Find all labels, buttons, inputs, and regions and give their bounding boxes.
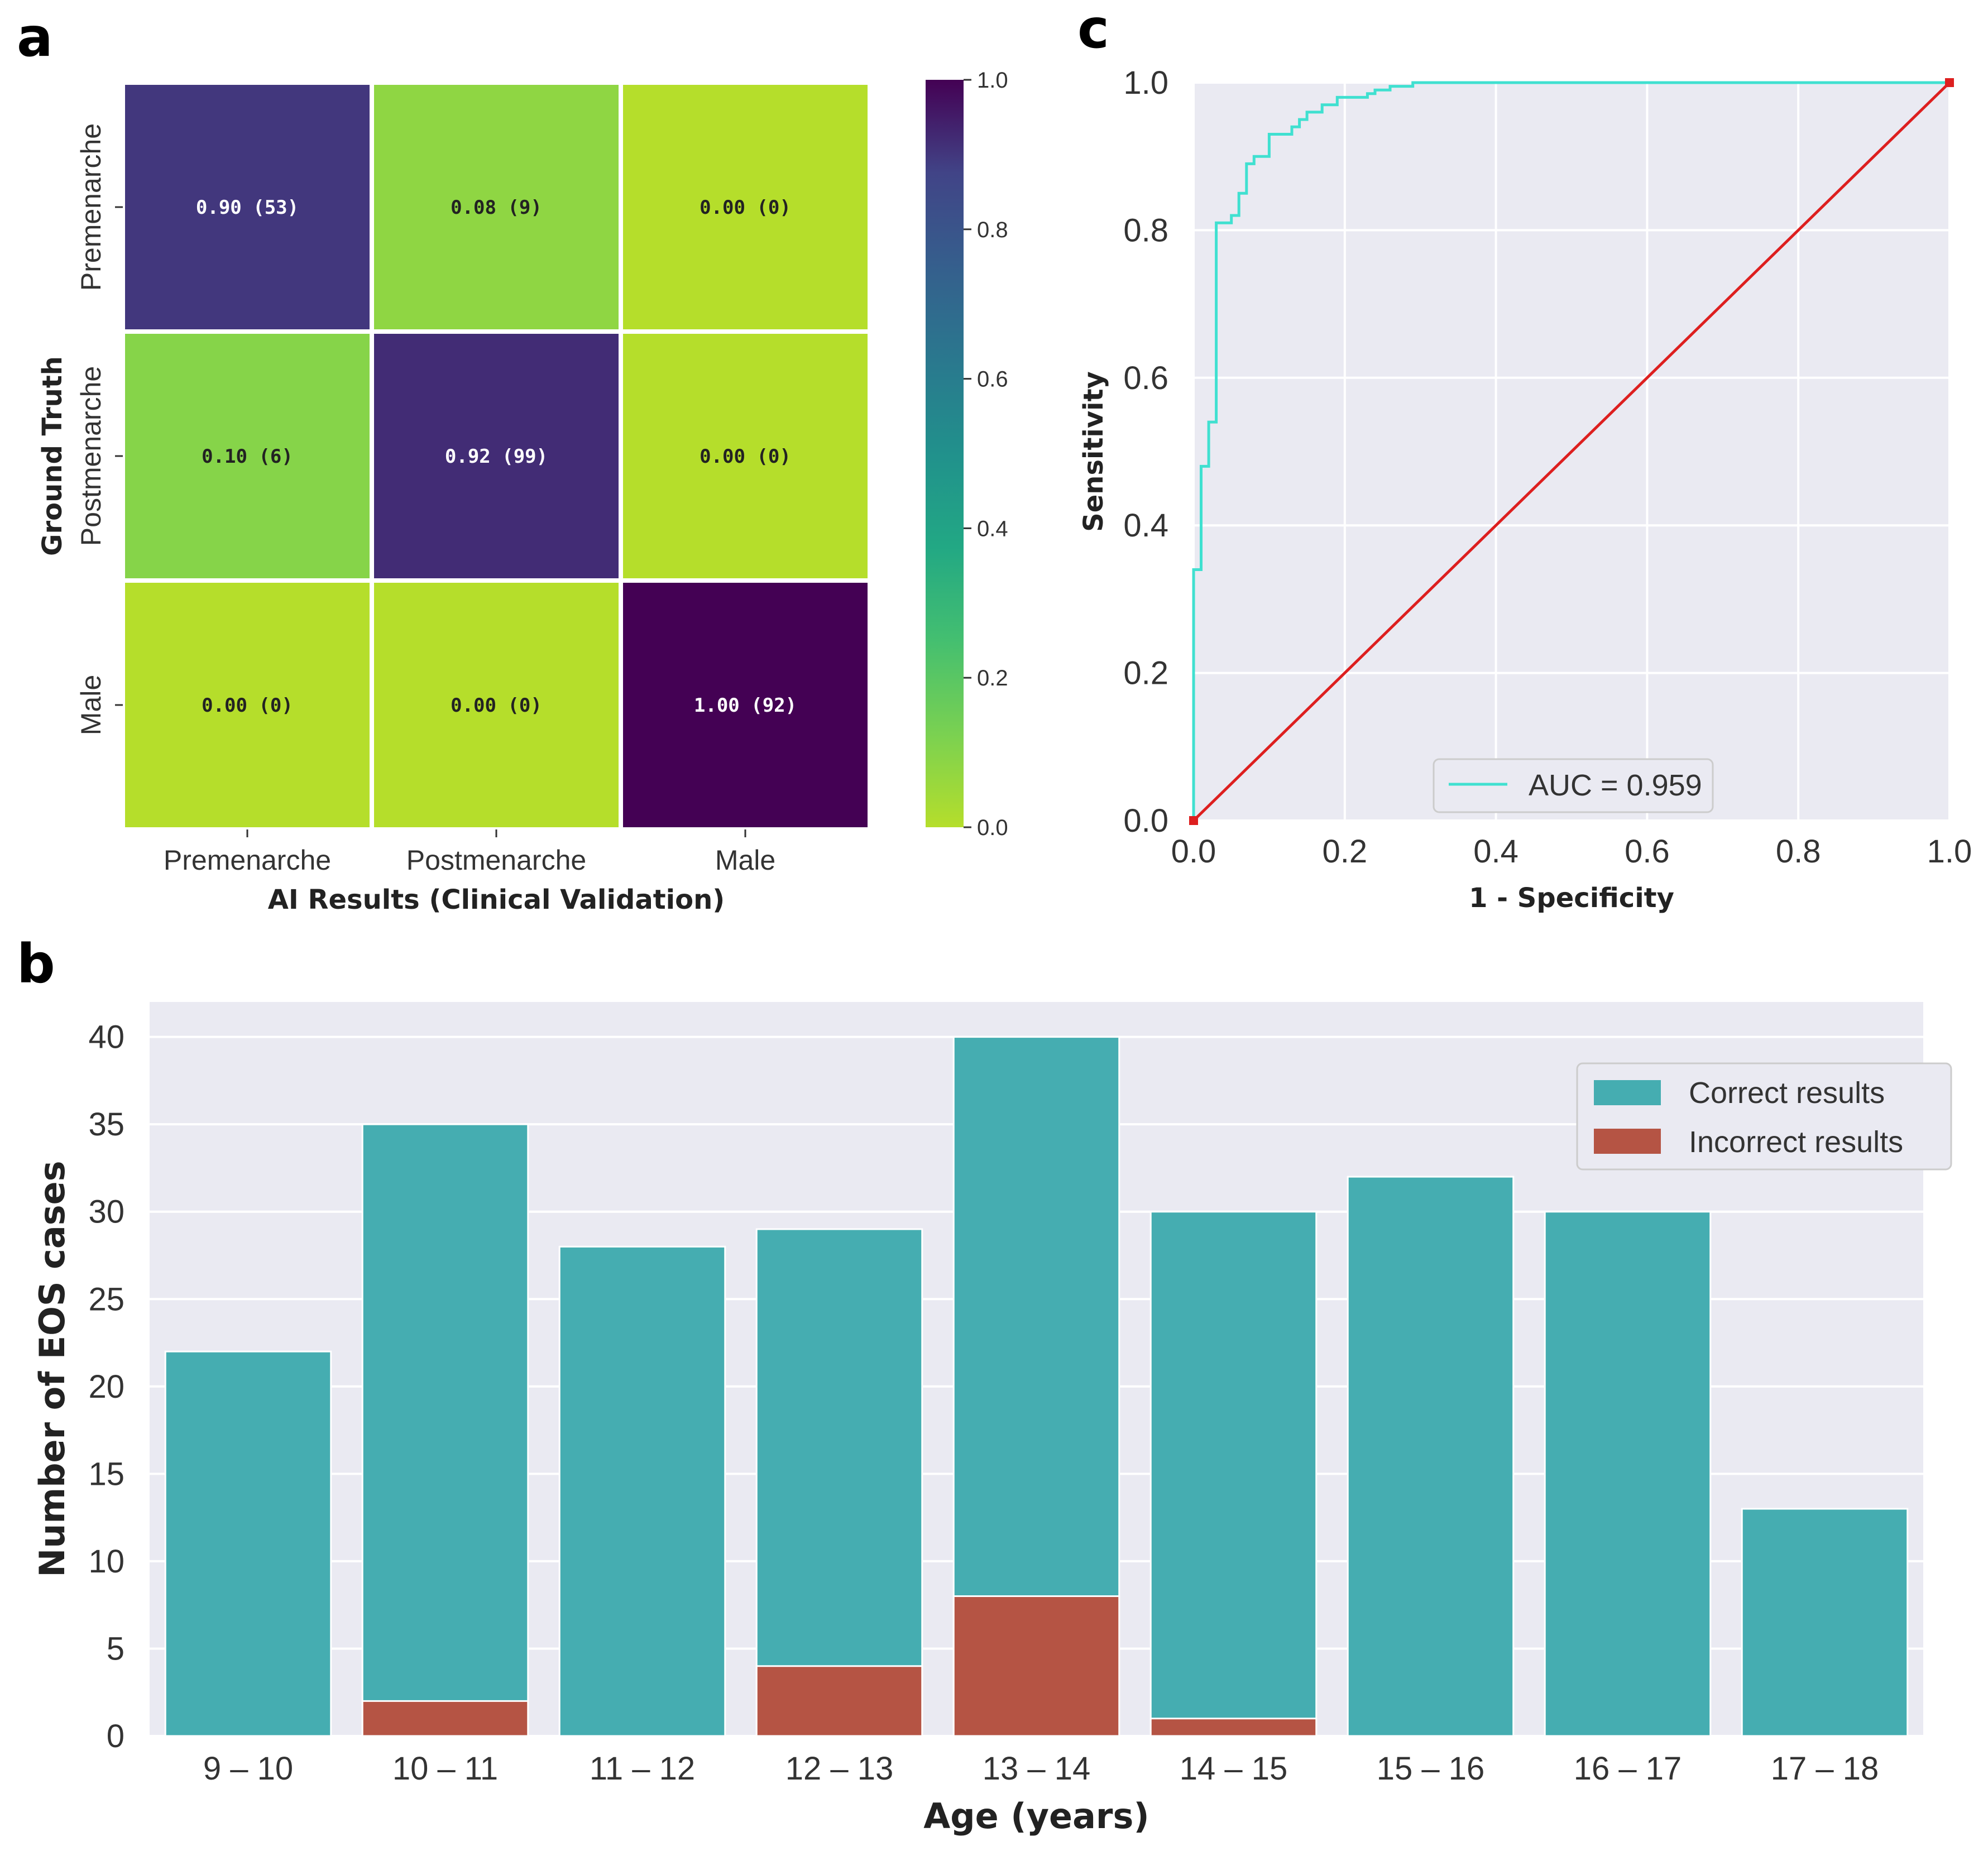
heatmap-y-axis-title: Ground Truth <box>37 356 68 556</box>
heatmap-cell <box>619 329 872 583</box>
heatmap-cell-label: 0.00 (0) <box>451 694 542 717</box>
bar-incorrect <box>952 1595 1120 1737</box>
roc-y-axis-title: Sensitivity <box>1078 371 1109 532</box>
bar-x-tick-label: 11 – 12 <box>590 1751 695 1787</box>
roc-legend-box <box>1433 758 1714 813</box>
bar-correct <box>1544 1211 1712 1737</box>
bar-y-tick-label: 10 <box>88 1543 124 1580</box>
panel-letter-b: b <box>17 933 55 995</box>
bar-y-tick-label: 15 <box>88 1456 124 1492</box>
heatmap-cell <box>370 578 623 832</box>
bar-y-tick-label: 5 <box>107 1630 124 1667</box>
heatmap-cell-label: 0.00 (0) <box>202 694 293 717</box>
heatmap-cell-label: 0.92 (99) <box>445 445 548 468</box>
bar-x-tick-label: 14 – 15 <box>1180 1751 1288 1787</box>
bar-x-tick-label: 9 – 10 <box>203 1751 293 1787</box>
roc-curve-line <box>1192 81 1949 821</box>
confusion-matrix-heatmap: 0.90 (53) 0.08 (9) 0.00 (0) 0.10 (6) 0.92 (9… <box>37 68 1008 915</box>
roc-x-axis-title: 1 - Specificity <box>1469 883 1674 914</box>
roc-chance-start-marker <box>1189 816 1198 825</box>
heatmap-cell-label: 0.90 (53) <box>196 196 299 219</box>
bar-legend-swatch-incorrect <box>1594 1129 1661 1154</box>
roc-y-tick-label: 0.4 <box>1123 507 1168 544</box>
roc-x-tick-label: 0.4 <box>1473 833 1518 870</box>
bar-y-tick-label: 30 <box>88 1194 124 1230</box>
roc-legend: AUC = 0.959 <box>1433 758 1714 813</box>
roc-x-tick-label: 0.8 <box>1776 833 1821 870</box>
colorbar-tick-label: 0.6 <box>977 367 1008 392</box>
heatmap-x-axis-title: AI Results (Clinical Validation) <box>268 884 725 915</box>
heatmap-cell-label: 0.00 (0) <box>700 445 791 468</box>
bar-x-tick-label: 16 – 17 <box>1574 1751 1682 1787</box>
bar-x-tick-label: 13 – 14 <box>983 1751 1091 1787</box>
bar-x-axis-title: Age (years) <box>923 1796 1149 1836</box>
colorbar-tick-label: 0.8 <box>977 218 1008 242</box>
heatmap-x-tick-label: Male <box>715 845 775 876</box>
colorbar-tick-label: 0.0 <box>977 816 1008 840</box>
bar-correct <box>361 1123 529 1737</box>
panel-letter-c: c <box>1077 0 1109 60</box>
roc-y-tick-label: 0.8 <box>1123 212 1168 248</box>
bar-legend-label-incorrect: Incorrect results <box>1689 1125 1903 1159</box>
bar-y-tick-label: 25 <box>88 1281 124 1317</box>
bar-incorrect <box>755 1665 923 1737</box>
heatmap-cell-label: 0.00 (0) <box>700 196 791 219</box>
bar-correct <box>164 1350 332 1737</box>
heatmap-x-tick-label: Postmenarche <box>406 845 586 876</box>
heatmap-cell-label: 0.08 (9) <box>451 196 542 219</box>
colorbar-tick-label: 0.4 <box>977 516 1008 541</box>
bar-legend-swatch-correct <box>1594 1080 1661 1105</box>
heatmap-y-tick-label: Postmenarche <box>75 366 107 546</box>
roc-y-tick-label: 1.0 <box>1123 65 1168 101</box>
bar-y-tick-label: 20 <box>88 1369 124 1405</box>
bar-x-tick-label: 17 – 18 <box>1771 1751 1879 1787</box>
roc-x-tick-label: 0.2 <box>1322 833 1367 870</box>
colorbar-tick-label: 1.0 <box>977 68 1008 93</box>
roc-x-tick-label: 0.0 <box>1171 833 1216 870</box>
heatmap-colorbar <box>926 80 964 827</box>
bar-correct <box>755 1228 923 1737</box>
bar-y-tick-label: 35 <box>88 1106 124 1143</box>
bar-x-tick-label: 12 – 13 <box>785 1751 894 1787</box>
heatmap-cell <box>619 80 872 334</box>
bar-incorrect <box>1149 1718 1318 1737</box>
bar-incorrect <box>361 1700 529 1737</box>
bar-legend-box <box>1576 1062 1952 1171</box>
heatmap-cell-label: 0.10 (6) <box>202 445 293 468</box>
roc-legend-label: AUC = 0.959 <box>1529 769 1702 802</box>
heatmap-cell-label: 1.00 (92) <box>694 694 797 717</box>
heatmap-x-tick-label: Premenarche <box>164 845 331 876</box>
bar-y-tick-label: 40 <box>88 1019 124 1056</box>
roc-y-tick-label: 0.6 <box>1123 360 1168 396</box>
roc-x-tick-label: 1.0 <box>1927 833 1972 870</box>
heatmap-cell <box>370 80 623 334</box>
bar-y-axis-title: Number of EOS cases <box>32 1160 73 1577</box>
roc-x-tick-label: 0.6 <box>1625 833 1670 870</box>
roc-y-tick-label: 0.2 <box>1123 655 1168 692</box>
roc-chance-line <box>1192 81 1951 822</box>
heatmap-y-tick-label: Premenarche <box>75 123 107 291</box>
colorbar-tick-label: 0.2 <box>977 666 1008 690</box>
bar-legend: Correct results Incorrect results <box>1576 1062 1952 1171</box>
bar-correct <box>1149 1211 1318 1737</box>
bar-correct <box>1347 1176 1515 1737</box>
roc-y-tick-label: 0.0 <box>1123 803 1168 839</box>
panel-letter-a: a <box>17 6 53 69</box>
eos-cases-bar-chart: 0 5 10 15 20 25 30 35 40 9 – 10 10 – 11 11 – 12 12 –… <box>32 1002 1952 1836</box>
heatmap-y-tick-label: Male <box>75 675 107 735</box>
roc-chance-end-marker <box>1945 78 1954 87</box>
bar-correct <box>558 1245 726 1737</box>
heatmap-cell <box>121 80 374 334</box>
roc-chart: 0.0 0.2 0.4 0.6 0.8 1.0 0.0 0.2 0.4 0.6 0.8 1.0 AUC… <box>1078 65 1972 914</box>
bar-y-tick-label: 0 <box>107 1718 124 1754</box>
bar-x-tick-label: 10 – 11 <box>392 1751 498 1787</box>
bar-correct <box>1741 1508 1909 1737</box>
bar-x-tick-label: 15 – 16 <box>1377 1751 1485 1787</box>
bar-legend-label-correct: Correct results <box>1689 1076 1885 1110</box>
